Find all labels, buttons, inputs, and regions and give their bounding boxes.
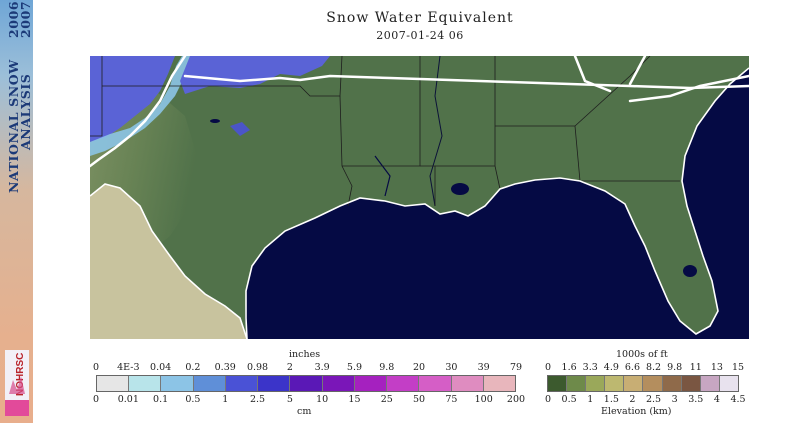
inch-tick-label: 79: [509, 362, 523, 373]
snow-legend-unit-top: inches: [289, 349, 321, 360]
snow-legend-swatch: [225, 376, 259, 391]
snow-cover-patch: [230, 122, 250, 136]
snow-legend-swatch: [258, 376, 291, 391]
elevation-legend-swatch: [681, 376, 701, 391]
cm-tick-label: 5: [286, 394, 293, 405]
km-tick-label: 0.5: [561, 394, 577, 405]
cm-tick-label: 200: [506, 394, 526, 405]
inch-tick-label: 0.39: [214, 362, 236, 373]
snow-extent-outline: [90, 56, 749, 168]
elevation-legend-swatch: [643, 376, 663, 391]
km-tick-label: 2.5: [645, 394, 662, 405]
lake-okeechobee: [683, 265, 697, 277]
us-mexico-border: [90, 183, 248, 339]
inch-tick-label: 20: [413, 362, 426, 373]
inch-tick-label: 0: [92, 362, 100, 373]
cm-tick-label: 0.1: [153, 394, 169, 405]
km-tick-label: 3: [671, 394, 678, 405]
inch-tick-label: 5.9: [346, 362, 363, 373]
cm-tick-label: 25: [380, 394, 393, 405]
snow-legend-swatch: [129, 376, 162, 391]
inch-tick-label: 9.8: [379, 362, 395, 373]
snow-legend-swatch: [97, 376, 130, 391]
lake-pontchartrain: [451, 183, 469, 195]
map-subtitle: 2007-01-24 06: [376, 29, 464, 42]
ft-tick-label: 11: [689, 362, 702, 373]
snow-legend-swatch: [483, 376, 516, 391]
inch-tick-label: 3.9: [314, 362, 330, 373]
snow-cover-oklahoma: [180, 56, 330, 94]
km-tick-label: 0: [544, 394, 552, 405]
inch-tick-label: 4E-3: [117, 362, 140, 373]
elevation-legend-swatch: [548, 376, 568, 391]
snow-legend-swatch: [322, 376, 355, 391]
ft-tick-label: 4.9: [603, 362, 619, 373]
ft-tick-label: 8.2: [645, 362, 662, 373]
elevation-legend-unit-top: 1000s of ft: [616, 349, 668, 360]
snow-cover-fringe: [90, 56, 190, 156]
cm-tick-label: 1: [222, 394, 229, 405]
lake: [210, 119, 220, 123]
mississippi-river: [429, 56, 443, 207]
coastline: [245, 67, 749, 339]
inch-tick-label: 39: [477, 362, 490, 373]
cm-tick-label: 100: [474, 394, 493, 405]
ft-tick-label: 0: [544, 362, 552, 373]
snow-legend-swatch: [387, 376, 420, 391]
inch-tick-label: 2: [286, 362, 293, 373]
km-tick-label: 1.5: [603, 394, 619, 405]
elevation-legend-swatch: [662, 376, 682, 391]
us-land: [90, 56, 749, 339]
elevation-legend-swatch: [719, 376, 738, 391]
river: [374, 155, 391, 197]
elevation-legend-swatch: [586, 376, 606, 391]
state-borders: [90, 56, 680, 207]
km-tick-label: 4.5: [730, 394, 746, 405]
snow-legend-colorbar: [96, 375, 516, 392]
snow-legend-swatch: [290, 376, 323, 391]
ft-tick-label: 13: [710, 362, 723, 373]
snow-cover-north-texas: [90, 56, 175, 142]
inch-tick-label: 0.2: [185, 362, 201, 373]
cm-tick-label: 75: [445, 394, 458, 405]
sidebar-banner: NATIONAL SNOW ANALYSIS 2006- 2007 NOHRSC: [0, 0, 33, 423]
cm-tick-label: 2.5: [249, 394, 266, 405]
ft-tick-label: 9.8: [667, 362, 683, 373]
elevation-legend-swatch: [700, 376, 720, 391]
inch-tick-label: 30: [445, 362, 458, 373]
elevation-legend-colorbar: [547, 375, 739, 392]
km-tick-label: 2: [629, 394, 636, 405]
snow-legend-swatch: [419, 376, 452, 391]
elevation-legend-swatch: [605, 376, 625, 391]
cm-tick-label: 0.5: [185, 394, 201, 405]
snow-legend-swatch: [451, 376, 484, 391]
elevation-legend-swatch: [567, 376, 587, 391]
snow-legend-swatch: [161, 376, 194, 391]
snow-map[interactable]: [90, 56, 749, 339]
snow-legend-unit-bottom: cm: [297, 406, 312, 417]
ft-tick-label: 15: [731, 362, 745, 373]
cm-tick-label: 0: [92, 394, 100, 405]
svg-text:NOHRSC: NOHRSC: [15, 353, 26, 396]
sidebar-line-1b: ANALYSIS: [18, 73, 33, 150]
elevation-legend-unit-bottom: Elevation (km): [601, 406, 672, 417]
mexico-land: [90, 184, 247, 339]
km-tick-label: 3.5: [688, 394, 704, 405]
elevation-legend-swatch: [624, 376, 644, 391]
map-title: Snow Water Equivalent: [326, 10, 514, 26]
ft-tick-label: 6.6: [624, 362, 640, 373]
ft-tick-label: 3.3: [582, 362, 598, 373]
km-tick-label: 1: [587, 394, 594, 405]
cm-tick-label: 15: [348, 394, 361, 405]
cm-tick-label: 50: [413, 394, 426, 405]
cm-tick-label: 0.01: [117, 394, 139, 405]
snow-legend-swatch: [193, 376, 226, 391]
cm-tick-label: 10: [316, 394, 329, 405]
nohrsc-logo-icon: NOHRSC: [5, 350, 29, 416]
inch-tick-label: 0.04: [150, 362, 172, 373]
ft-tick-label: 1.6: [561, 362, 577, 373]
snow-legend-swatch: [354, 376, 388, 391]
km-tick-label: 4: [713, 394, 720, 405]
inch-tick-label: 0.98: [246, 362, 269, 373]
